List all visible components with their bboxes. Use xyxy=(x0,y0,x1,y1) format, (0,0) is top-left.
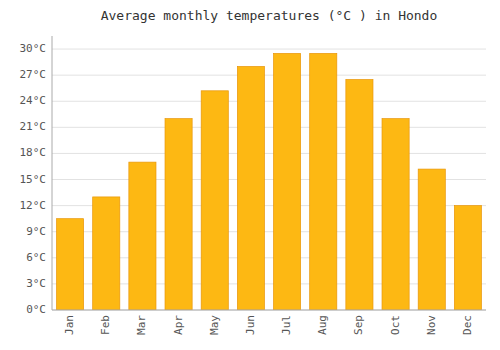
bar xyxy=(418,169,445,310)
bars xyxy=(57,53,482,310)
x-tick-label: Jun xyxy=(244,315,257,335)
grid-line xyxy=(52,153,486,154)
y-tick-label: 21°C xyxy=(20,120,47,133)
x-tick-label: Apr xyxy=(172,315,185,335)
grid-line xyxy=(52,127,486,128)
bar xyxy=(454,206,481,310)
bar xyxy=(93,197,120,310)
grid xyxy=(52,49,486,310)
y-tick-label: 18°C xyxy=(20,146,47,159)
bar xyxy=(346,79,373,310)
x-tick-label: Sep xyxy=(352,315,365,335)
y-tick-label: 24°C xyxy=(20,94,47,107)
bar xyxy=(310,53,337,310)
y-tick-label: 9°C xyxy=(26,225,46,238)
x-tick-label: Jan xyxy=(63,315,76,335)
y-tick-label: 30°C xyxy=(20,42,47,55)
grid-line xyxy=(52,101,486,102)
title: Average monthly temperatures (°C ) in Ho… xyxy=(101,8,438,23)
bar xyxy=(382,119,409,310)
x-axis: Jan Feb Mar Apr May Jun Jul Aug Sep Oct Nov Dec xyxy=(52,310,486,335)
y-tick-label: 0°C xyxy=(26,303,46,316)
bar xyxy=(57,219,84,310)
bar xyxy=(129,162,156,310)
x-tick-label: Mar xyxy=(135,315,148,335)
x-tick-label: May xyxy=(208,315,221,335)
x-tick-label: Aug xyxy=(316,315,329,335)
bar xyxy=(274,53,301,310)
grid-line xyxy=(52,75,486,76)
x-axis-line xyxy=(52,310,486,311)
x-tick-label: Feb xyxy=(99,315,112,335)
y-axis: 0°C 3°C 6°C 9°C 12°C 15°C 18°C 21°C 24°C 27°C 30°C xyxy=(20,36,53,316)
y-tick-label: 15°C xyxy=(20,173,47,186)
y-tick-label: 6°C xyxy=(26,251,46,264)
y-tick-label: 12°C xyxy=(20,199,47,212)
x-tick-label: Jul xyxy=(280,315,293,335)
x-tick-label: Dec xyxy=(461,315,474,335)
bar xyxy=(201,91,228,310)
y-tick-label: 27°C xyxy=(20,68,47,81)
x-tick-label: Nov xyxy=(425,315,438,335)
y-axis-line xyxy=(52,36,53,310)
bar xyxy=(237,66,264,310)
y-tick-label: 3°C xyxy=(26,277,46,290)
grid-line xyxy=(52,310,486,311)
chart: Average monthly temperatures (°C ) in Ho… xyxy=(0,0,500,350)
grid-line xyxy=(52,49,486,50)
bar xyxy=(165,119,192,310)
x-tick-label: Oct xyxy=(389,315,402,335)
